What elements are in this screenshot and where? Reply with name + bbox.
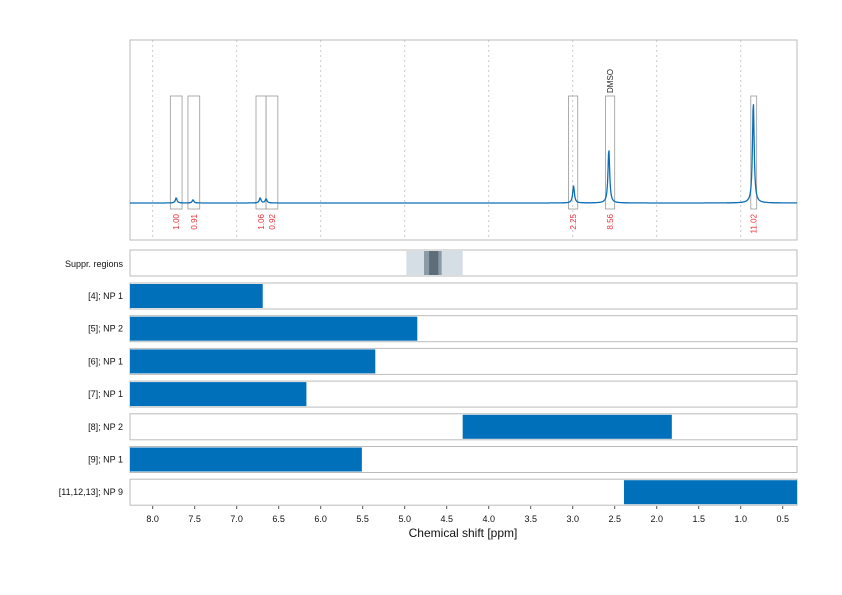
x-tick-label: 8.0: [146, 514, 159, 524]
row-label: Suppr. regions: [65, 259, 124, 269]
region-bar: [130, 447, 362, 472]
integral-box: [265, 95, 279, 210]
x-tick-label: 2.0: [650, 514, 663, 524]
region-bar: [130, 316, 418, 341]
x-axis-label: Chemical shift [ppm]: [409, 526, 518, 540]
peak-annotation: DMSO: [606, 69, 615, 93]
spectrum-panel: [129, 39, 798, 241]
suppression-region-dark: [429, 251, 439, 275]
region-bar: [130, 284, 263, 308]
x-tick-label: 6.5: [272, 514, 285, 524]
x-axis: 8.0 7.5 7.0 6.5 6.0 5.5 5.0 4.5 4.0 3.5 3.0 2.5 2.0 1…: [146, 506, 789, 524]
region-bar: [130, 349, 376, 374]
x-tick-label: 5.5: [356, 514, 369, 524]
integral-box: [568, 95, 579, 210]
row-label: [5]; NP 2: [88, 324, 123, 334]
row-label: [6]; NP 1: [88, 356, 123, 366]
x-tick-label: 7.0: [230, 514, 243, 524]
x-tick-label: 5.0: [398, 514, 411, 524]
x-tick-label: 4.0: [482, 514, 495, 524]
x-tick-label: 7.5: [188, 514, 201, 524]
x-tick-label: 6.0: [314, 514, 327, 524]
integral-box: [605, 95, 616, 210]
region-bar: [462, 414, 672, 439]
integral-label: 1.00: [172, 213, 181, 229]
integral-label: 8.56: [606, 213, 615, 229]
x-tick-label: 1.5: [692, 514, 705, 524]
grid-lines: [152, 40, 742, 240]
x-tick-label: 4.5: [440, 514, 453, 524]
integral-label: 11.02: [750, 213, 759, 233]
x-tick-label: 3.0: [566, 514, 579, 524]
x-tick-label: 0.5: [776, 514, 789, 524]
row-label: [8]; NP 2: [88, 422, 123, 432]
integral-box: [750, 95, 758, 210]
region-rows: Suppr. regions [4]; NP 1 [5]; NP 2 [6]; NP …: [59, 249, 798, 506]
suppression-panel: [129, 249, 798, 277]
row-label: [11,12,13]; NP 9: [59, 487, 123, 497]
integral-label: 2.25: [569, 213, 578, 229]
integral-box: [255, 95, 267, 210]
x-tick-label: 1.0: [734, 514, 747, 524]
region-bar: [623, 480, 797, 505]
row-label: [9]; NP 1: [88, 455, 123, 465]
integral-label: 1.06: [257, 213, 266, 229]
x-tick-label: 2.5: [608, 514, 621, 524]
integral-label: 0.91: [190, 213, 199, 229]
x-tick-label: 3.5: [524, 514, 537, 524]
integral-box: [187, 95, 201, 210]
integral-label: 0.92: [268, 213, 277, 229]
spectrum-line: [130, 104, 797, 204]
spectrum: 1.00 0.91 1.06 0.92 2.25 8.56 DMSO 11.02: [130, 69, 797, 233]
integral-box: [169, 95, 183, 210]
row-label: [4]; NP 1: [88, 291, 123, 301]
row-label: [7]; NP 1: [88, 389, 123, 399]
region-bar: [130, 382, 307, 407]
